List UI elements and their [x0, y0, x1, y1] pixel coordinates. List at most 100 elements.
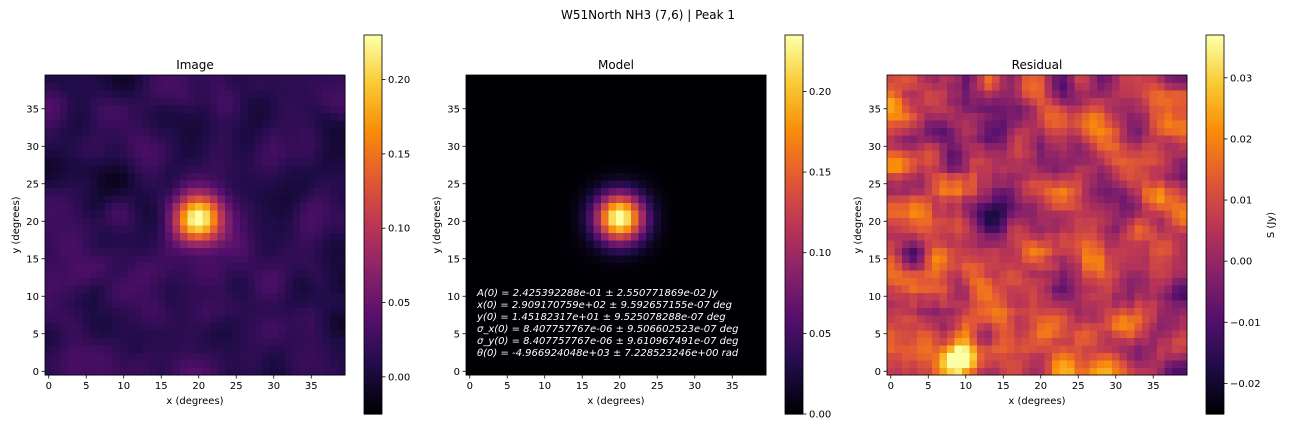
heatmap-cell — [322, 300, 331, 308]
heatmap-cell — [638, 127, 647, 136]
heatmap-cell — [526, 112, 534, 121]
heatmap-cell — [676, 352, 684, 361]
heatmap-cell — [330, 277, 338, 286]
heatmap-cell — [496, 337, 504, 346]
heatmap-cell — [75, 262, 83, 271]
heatmap-cell — [608, 337, 617, 346]
heatmap-cell — [127, 157, 136, 166]
heatmap-cell — [503, 330, 512, 338]
heatmap-cell — [466, 135, 474, 143]
heatmap-cell — [1097, 150, 1105, 158]
heatmap-cell — [676, 307, 684, 316]
colorbar-segment — [364, 360, 382, 366]
heatmap-cell — [270, 135, 278, 143]
image-axes-frame — [44, 74, 346, 376]
heatmap-cell — [217, 120, 226, 128]
heatmap-cell — [90, 247, 98, 256]
heatmap-cell — [285, 240, 293, 248]
heatmap-cell — [60, 142, 68, 151]
heatmap-cell — [962, 135, 970, 143]
heatmap-cell — [1082, 180, 1090, 188]
heatmap-cell — [180, 262, 188, 271]
heatmap-cell — [713, 150, 722, 158]
heatmap-cell — [601, 90, 609, 98]
heatmap-cell — [1179, 195, 1188, 203]
heatmap-cell — [1134, 247, 1143, 256]
heatmap-cell — [1179, 240, 1188, 248]
heatmap-cell — [954, 270, 963, 278]
heatmap-cell — [473, 240, 482, 248]
heatmap-cell — [541, 82, 549, 91]
heatmap-cell — [992, 202, 1000, 211]
heatmap-cell — [668, 82, 677, 91]
heatmap-cell — [466, 352, 474, 361]
heatmap-cell — [112, 165, 121, 173]
heatmap-cell — [721, 322, 729, 331]
heatmap-cell — [578, 322, 587, 331]
colorbar-tick-label: 0.15 — [809, 168, 831, 179]
heatmap-cell — [1029, 285, 1038, 293]
heatmap-cell — [661, 75, 669, 83]
heatmap-cell — [1119, 337, 1128, 346]
heatmap-cell — [706, 217, 714, 226]
heatmap-cell — [60, 75, 68, 83]
heatmap-cell — [728, 300, 737, 308]
heatmap-cell — [120, 210, 128, 218]
heatmap-cell — [75, 307, 83, 316]
heatmap-cell — [533, 97, 542, 106]
heatmap-cell — [608, 232, 617, 241]
heatmap-cell — [541, 240, 549, 248]
heatmap-cell — [187, 142, 196, 151]
heatmap-cell — [623, 352, 632, 361]
heatmap-cell — [932, 315, 940, 323]
heatmap-cell — [638, 202, 647, 211]
heatmap-cell — [556, 202, 564, 211]
heatmap-cell — [285, 97, 293, 106]
heatmap-cell — [75, 345, 83, 353]
heatmap-cell — [1149, 255, 1158, 263]
heatmap-cell — [1007, 247, 1015, 256]
heatmap-cell — [45, 195, 53, 203]
heatmap-cell — [300, 120, 308, 128]
heatmap-cell — [661, 217, 669, 226]
heatmap-cell — [60, 315, 68, 323]
colorbar-segment — [364, 125, 382, 131]
colorbar-tick-label: 0.00 — [388, 372, 410, 383]
heatmap-cell — [563, 97, 572, 106]
heatmap-cell — [1007, 330, 1015, 338]
heatmap-cell — [97, 142, 106, 151]
heatmap-cell — [1112, 97, 1120, 106]
heatmap-cell — [315, 135, 323, 143]
heatmap-cell — [322, 315, 331, 323]
heatmap-cell — [939, 360, 948, 368]
heatmap-cell — [300, 90, 308, 98]
heatmap-cell — [1157, 127, 1165, 136]
colorbar-segment — [785, 266, 803, 271]
heatmap-cell — [1037, 307, 1045, 316]
heatmap-cell — [45, 142, 53, 151]
heatmap-cell — [60, 97, 68, 106]
heatmap-cell — [721, 142, 729, 151]
heatmap-cell — [751, 225, 759, 233]
heatmap-cell — [743, 255, 752, 263]
heatmap-cell — [743, 330, 752, 338]
heatmap-cell — [511, 112, 519, 121]
heatmap-cell — [300, 240, 308, 248]
heatmap-cell — [45, 360, 53, 368]
heatmap-cell — [120, 105, 128, 113]
heatmap-cell — [548, 262, 557, 271]
heatmap-cell — [307, 82, 316, 91]
heatmap-cell — [322, 157, 331, 166]
heatmap-cell — [977, 360, 985, 368]
heatmap-cell — [571, 180, 579, 188]
heatmap-cell — [210, 187, 218, 196]
heatmap-cell — [1157, 360, 1165, 368]
heatmap-cell — [1104, 322, 1113, 331]
heatmap-cell — [586, 330, 594, 338]
heatmap-cell — [97, 337, 106, 346]
heatmap-cell — [1029, 232, 1038, 241]
heatmap-cell — [683, 210, 692, 218]
heatmap-cell — [225, 217, 233, 226]
heatmap-cell — [917, 292, 925, 301]
heatmap-cell — [225, 105, 233, 113]
